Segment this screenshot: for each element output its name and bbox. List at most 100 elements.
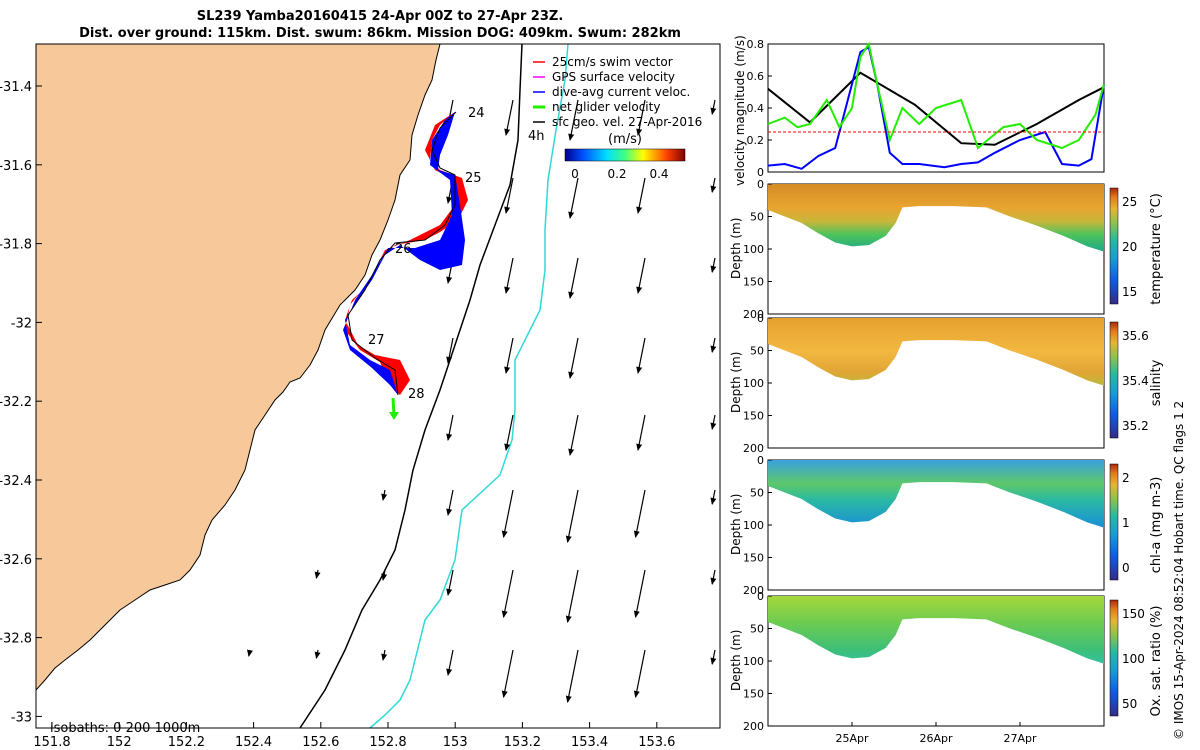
velocity-vector <box>633 569 646 618</box>
velocity-ylabel: velocity magnitude (m/s) <box>733 35 747 186</box>
heatmap-colorbar <box>1109 187 1119 305</box>
heatmap-data-region <box>768 318 1104 386</box>
dive-avg-current-fan <box>343 112 465 395</box>
velocity-vector <box>568 99 579 141</box>
depth-tick-label: 50 <box>750 345 764 358</box>
map-xtick-label: 152.6 <box>302 735 339 750</box>
colorbar-tick-label: 2 <box>1122 471 1130 485</box>
map-ytick-label: -33 <box>11 710 32 725</box>
velocity-vector <box>314 569 321 579</box>
isobath-200 <box>299 44 523 728</box>
time-tick-label: 27Apr <box>1003 732 1037 745</box>
heatmap-data-region <box>768 596 1104 664</box>
velocity-vector <box>504 257 514 294</box>
legend-label: dive-avg current veloc. <box>552 85 690 99</box>
velocity-vector <box>710 177 717 193</box>
colorbar-label: salinity <box>1149 359 1164 406</box>
legend-label: net glider velocity <box>552 100 660 114</box>
velocity-series-line <box>767 41 1105 150</box>
colorbar-tick-label: 0 <box>1122 561 1130 575</box>
depth-tick-label: 100 <box>743 655 764 668</box>
velocity-vector <box>710 337 717 353</box>
heatmap-panel: 0 50 100 150 200 Depth (m) 35.6 35.4 35.2salinit… <box>729 312 1164 455</box>
velocity-vector <box>568 177 579 219</box>
colorbar-tick-label: 35.2 <box>1122 419 1149 433</box>
velocity-vector <box>446 569 454 596</box>
velocity-vector <box>636 414 646 451</box>
map-ytick-label: -32.2 <box>0 395 32 410</box>
map-frame <box>35 43 721 729</box>
map-xtick-label: 152.4 <box>235 735 272 750</box>
chart-title-line2: Dist. over ground: 115km. Dist. swum: 86… <box>79 26 681 41</box>
velocity-vector <box>565 569 579 623</box>
depth-tick-label: 50 <box>750 623 764 636</box>
day-label: 27 <box>368 333 385 348</box>
velocity-vector <box>636 177 646 214</box>
depth-tick-label: 200 <box>743 442 764 455</box>
map-xtick-label: 153.4 <box>571 735 608 750</box>
depth-axis-label: Depth (m) <box>729 630 743 691</box>
heatmap-colorbar <box>1109 463 1119 581</box>
velocity-vector <box>636 257 646 294</box>
chart-title-line1: SL239 Yamba20160415 24-Apr 00Z to 27-Apr… <box>196 9 564 24</box>
day-label: 26 <box>395 242 412 257</box>
velocity-ytick-label: 0 <box>757 166 764 179</box>
depth-tick-label: 200 <box>743 720 764 733</box>
map-ytick-label: -31.8 <box>0 238 32 253</box>
day-labels: 24 25 26 27 28 <box>368 106 485 402</box>
map-x-axis: 151.8 152 152.2 152.4 152.6 152.8 153 153.2 153.… <box>33 722 675 750</box>
velocity-vector <box>710 569 717 585</box>
colorbar-tick-label: 20 <box>1122 240 1137 254</box>
velocity-vector <box>710 649 717 665</box>
map-xtick-label: 153.2 <box>504 735 541 750</box>
map-xtick-label: 153 <box>443 735 468 750</box>
velocity-vector <box>446 649 454 676</box>
map-ytick-label: -32.6 <box>0 553 32 568</box>
velocity-series-line <box>767 71 1105 146</box>
velocity-ytick-label: 0.4 <box>747 102 765 115</box>
velocity-vector <box>710 99 717 115</box>
velocity-vector <box>568 257 579 299</box>
map-ytick-label: -31.4 <box>0 80 32 95</box>
map-ytick-label: -31.6 <box>0 159 32 174</box>
velocity-vector <box>636 337 646 374</box>
map-ytick-label: -32.8 <box>0 632 32 647</box>
depth-tick-label: 150 <box>743 276 764 289</box>
velocity-vector <box>565 489 579 543</box>
depth-axis-label: Depth (m) <box>729 494 743 555</box>
heatmap-colorbar <box>1109 599 1119 717</box>
map-ytick-label: -32.4 <box>0 474 32 489</box>
colorbar-tick-label: 150 <box>1122 607 1145 621</box>
velocity-vector <box>381 489 388 501</box>
map-xtick-label: 151.8 <box>33 735 70 750</box>
day-label: 28 <box>408 387 425 402</box>
colorbar-label: chl-a (mg m-3) <box>1149 477 1164 574</box>
speed-colorbar <box>564 148 686 162</box>
velocity-vector <box>710 489 717 505</box>
velocity-vector <box>501 489 514 538</box>
map-panel: 151.8 152 152.2 152.4 152.6 152.8 153 153.2 153.… <box>0 43 721 750</box>
velocity-series-line <box>767 45 1105 170</box>
heatmap-panel: 0 50 100 150 200 Depth (m) 25 20 15 temperature (… <box>729 178 1164 321</box>
colorbar-tick-label: 0 <box>571 167 579 181</box>
legend-label: sfc geo. vel. 27-Apr-2016 <box>552 115 702 129</box>
time-axis: 25Apr 26Apr 27Apr <box>835 722 1037 745</box>
velocity-vector <box>446 337 454 364</box>
velocity-vector <box>568 337 579 379</box>
depth-tick-label: 100 <box>743 377 764 390</box>
hour-label: 4h <box>528 129 545 144</box>
velocity-vector <box>565 649 579 703</box>
depth-tick-label: 150 <box>743 688 764 701</box>
depth-axis-label: Depth (m) <box>729 218 743 279</box>
colorbar-label: Ox. sat. ratio (%) <box>1149 606 1164 717</box>
depth-tick-label: 50 <box>750 487 764 500</box>
map-ytick-label: -32 <box>11 316 32 331</box>
velocity-panel: 0 0.2 0.4 0.6 0.8 velocity magnitude (m/s) <box>733 35 1105 186</box>
map-xtick-label: 152 <box>107 735 132 750</box>
velocity-vector <box>568 414 579 456</box>
velocity-vector <box>633 649 646 698</box>
surface-velocity-vectors <box>247 99 717 703</box>
colorbar-tick-label: 35.6 <box>1122 329 1149 343</box>
